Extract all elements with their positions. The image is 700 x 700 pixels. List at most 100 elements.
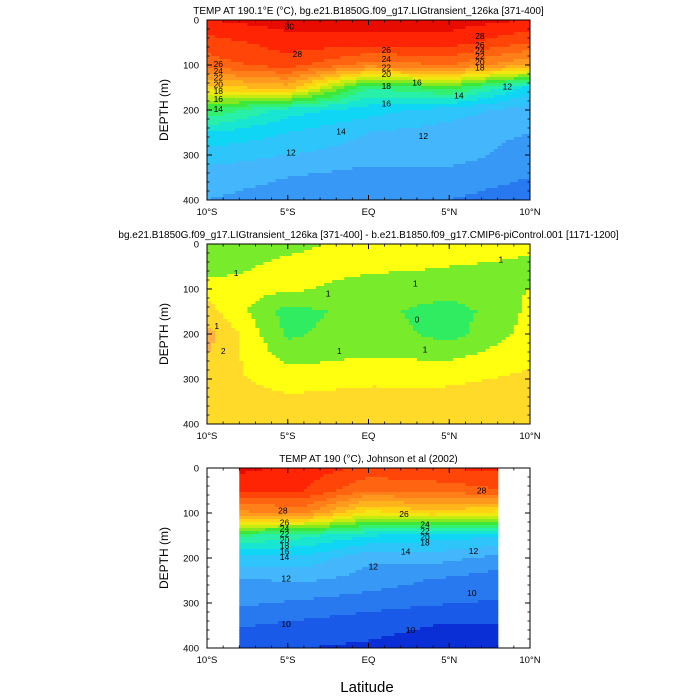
field-cell — [279, 191, 285, 195]
field-cell — [275, 35, 281, 39]
field-cell — [255, 170, 261, 174]
field-cell — [485, 185, 491, 189]
field-cell — [501, 161, 507, 165]
field-cell — [352, 182, 357, 186]
field-cell — [461, 53, 466, 57]
field-cell — [311, 122, 317, 126]
field-cell — [307, 23, 313, 27]
field-cell — [481, 32, 487, 36]
field-cell — [324, 140, 329, 144]
field-cell — [457, 26, 462, 30]
field-cell — [207, 149, 212, 153]
field-cell — [404, 86, 410, 90]
field-cell — [332, 173, 337, 177]
field-cell — [207, 176, 212, 180]
field-cell — [477, 194, 483, 198]
field-cell — [291, 152, 297, 156]
field-cell — [408, 98, 414, 102]
field-cell — [489, 92, 495, 96]
field-cell — [247, 176, 253, 180]
field-cell — [275, 158, 281, 162]
field-cell — [227, 146, 232, 150]
field-cell — [211, 95, 216, 99]
field-cell — [291, 185, 297, 189]
field-cell — [517, 53, 523, 57]
field-cell — [263, 110, 269, 114]
field-cell — [416, 65, 422, 69]
field-cell — [360, 185, 366, 189]
field-cell — [247, 179, 253, 183]
field-cell — [420, 149, 426, 153]
field-cell — [505, 155, 511, 159]
field-cell — [336, 197, 341, 200]
field-cell — [497, 182, 503, 186]
field-cell — [437, 164, 442, 168]
field-cell — [239, 134, 244, 138]
field-cell — [404, 23, 410, 27]
field-cell — [449, 80, 454, 84]
field-cell — [388, 188, 394, 192]
field-cell — [404, 179, 410, 183]
field-cell — [336, 86, 341, 90]
field-cell — [481, 59, 487, 63]
field-cell — [239, 125, 244, 129]
field-cell — [497, 20, 503, 24]
field-cell — [295, 47, 301, 51]
field-cell — [412, 29, 418, 33]
field-cell — [295, 104, 301, 108]
field-cell — [207, 152, 212, 156]
field-cell — [219, 35, 224, 39]
field-cell — [247, 173, 253, 177]
field-cell — [521, 158, 527, 162]
field-cell — [299, 146, 305, 150]
field-cell — [336, 125, 341, 129]
field-cell — [311, 38, 317, 42]
field-cell — [396, 26, 402, 30]
field-cell — [279, 98, 285, 102]
field-cell — [219, 47, 224, 51]
field-cell — [481, 125, 487, 129]
field-cell — [215, 149, 220, 153]
field-cell — [251, 74, 257, 78]
field-cell — [489, 197, 495, 200]
field-cell — [283, 182, 289, 186]
field-cell — [521, 53, 527, 57]
field-cell — [259, 20, 265, 24]
field-cell — [275, 77, 281, 81]
field-cell — [497, 53, 503, 57]
field-cell — [509, 182, 515, 186]
field-cell — [489, 116, 495, 120]
field-cell — [376, 95, 382, 99]
field-cell — [251, 134, 257, 138]
field-cell — [356, 173, 362, 177]
field-cell — [392, 197, 398, 200]
field-cell — [388, 143, 394, 147]
field-cell — [368, 155, 374, 159]
field-cell — [328, 110, 333, 114]
field-cell — [267, 131, 273, 135]
field-cell — [352, 134, 357, 138]
field-cell — [384, 56, 390, 60]
field-cell — [416, 167, 422, 171]
field-cell — [429, 137, 434, 141]
field-cell — [372, 77, 378, 81]
field-cell — [461, 47, 466, 51]
field-cell — [368, 56, 374, 60]
field-cell — [332, 143, 337, 147]
field-cell — [336, 140, 341, 144]
field-cell — [404, 74, 410, 78]
field-cell — [376, 74, 382, 78]
field-cell — [429, 164, 434, 168]
field-cell — [509, 101, 515, 105]
field-cell — [437, 143, 442, 147]
field-cell — [336, 35, 341, 39]
field-cell — [513, 149, 519, 153]
field-cell — [372, 92, 378, 96]
field-cell — [489, 53, 495, 57]
field-cell — [332, 23, 337, 27]
field-cell — [404, 56, 410, 60]
field-cell — [505, 146, 511, 150]
field-cell — [388, 23, 394, 27]
field-cell — [231, 89, 236, 93]
field-cell — [437, 95, 442, 99]
